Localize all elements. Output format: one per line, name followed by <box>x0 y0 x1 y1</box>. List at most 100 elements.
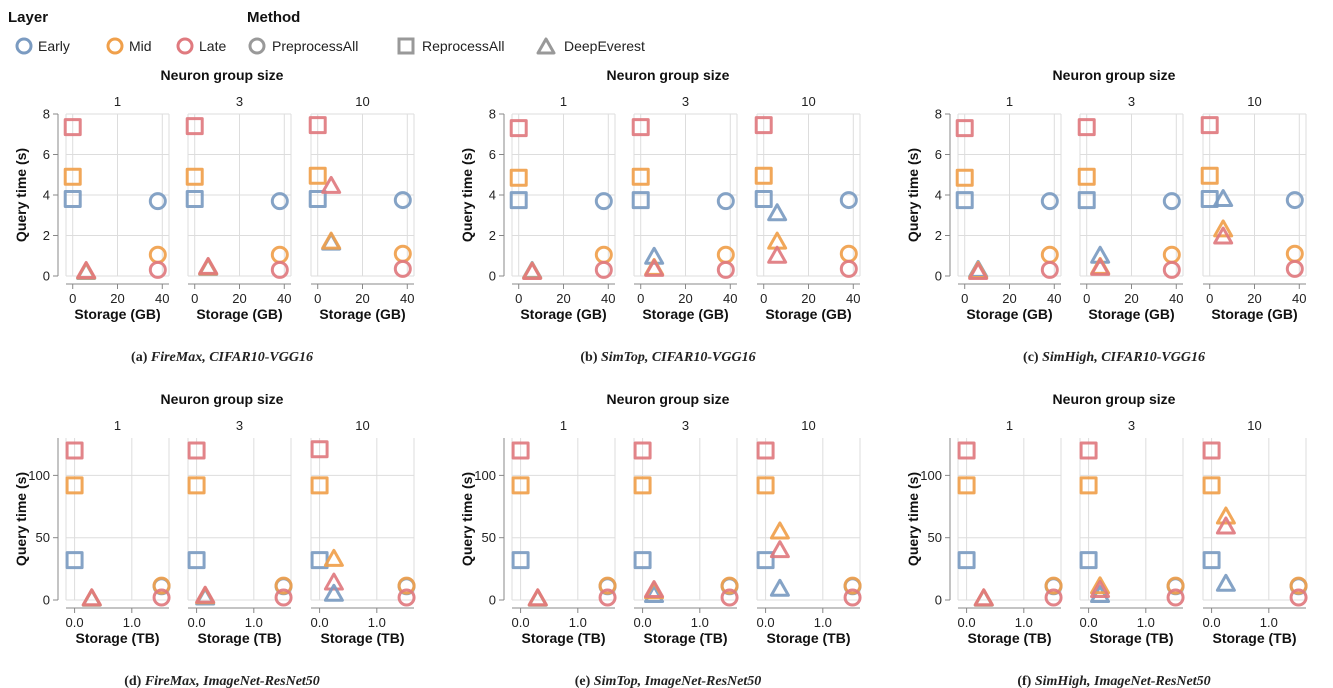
facet-label: 10 <box>801 94 815 109</box>
point-reprocessall-mid <box>65 476 84 495</box>
caption-prefix: (f) <box>1017 674 1035 688</box>
point-deepeverest-early <box>323 583 344 602</box>
legend-method-title: Method <box>247 9 300 26</box>
point-deepeverest-mid <box>1215 506 1236 525</box>
facet-title: Neuron group size <box>1053 67 1176 83</box>
point-reprocessall-early <box>633 551 652 570</box>
legend-item-reprocessall: ReprocessAll <box>397 37 504 55</box>
x-axis-title: Storage (TB) <box>767 630 851 646</box>
facet-label: 10 <box>1247 94 1261 109</box>
point-reprocessall-late <box>631 118 650 137</box>
y-tick-label: 100 <box>28 468 50 483</box>
x-axis-title: Storage (TB) <box>522 630 606 646</box>
point-deepeverest-late <box>644 580 665 599</box>
x-axis-title: Storage (GB) <box>642 306 728 322</box>
point-reprocessall-mid <box>187 476 206 495</box>
point-preprocessall-mid <box>598 576 617 595</box>
x-tick-label: 0.0 <box>512 615 530 630</box>
y-tick-label: 50 <box>928 530 942 545</box>
point-reprocessall-late <box>308 116 327 135</box>
point-preprocessall-late <box>270 260 289 279</box>
point-reprocessall-early <box>955 191 974 210</box>
point-deepeverest-late <box>81 588 102 607</box>
point-deepeverest-mid <box>769 521 790 540</box>
point-reprocessall-early <box>1077 191 1096 210</box>
y-tick-label: 50 <box>36 530 50 545</box>
x-tick-label: 1.0 <box>691 615 709 630</box>
x-tick-label: 40 <box>601 291 615 306</box>
point-reprocessall-early <box>631 191 650 210</box>
point-reprocessall-mid <box>756 476 775 495</box>
point-reprocessall-early <box>511 551 530 570</box>
point-reprocessall-late <box>754 116 773 135</box>
point-reprocessall-mid <box>185 167 204 186</box>
point-reprocessall-late <box>187 441 206 460</box>
y-tick-label: 2 <box>43 228 50 243</box>
point-preprocessall-late <box>397 588 416 607</box>
x-tick-label: 0.0 <box>66 615 84 630</box>
point-reprocessall-mid <box>955 168 974 187</box>
y-tick-label: 8 <box>489 107 496 122</box>
legend-item-early: Early <box>15 37 70 55</box>
point-preprocessall-mid <box>397 576 416 595</box>
point-deepeverest-late <box>522 261 543 280</box>
point-deepeverest-late <box>767 245 788 264</box>
facet-label: 1 <box>1006 94 1013 109</box>
point-reprocessall-mid <box>310 476 329 495</box>
point-reprocessall-mid <box>1202 476 1221 495</box>
x-tick-label: 40 <box>277 291 291 306</box>
y-tick-label: 2 <box>489 228 496 243</box>
point-reprocessall-mid <box>1077 167 1096 186</box>
x-axis-title: Storage (TB) <box>198 630 282 646</box>
point-reprocessall-mid <box>631 167 650 186</box>
legend-late-label: Late <box>199 38 226 54</box>
x-tick-label: 1.0 <box>814 615 832 630</box>
facet-title: Neuron group size <box>607 67 730 83</box>
facet-title: Neuron group size <box>1053 391 1176 407</box>
x-axis-title: Storage (GB) <box>520 306 606 322</box>
x-tick-label: 1.0 <box>569 615 587 630</box>
point-preprocessall-mid <box>1040 245 1059 264</box>
point-reprocessall-early <box>187 551 206 570</box>
x-tick-label: 1.0 <box>1015 615 1033 630</box>
x-tick-label: 0.0 <box>1203 615 1221 630</box>
point-deepeverest-late <box>527 588 548 607</box>
legend-circle-icon <box>248 37 266 55</box>
point-reprocessall-early <box>1079 551 1098 570</box>
point-preprocessall-late <box>720 588 739 607</box>
caption-prefix: (c) <box>1023 350 1042 365</box>
x-tick-label: 0.0 <box>634 615 652 630</box>
x-tick-label: 1.0 <box>245 615 263 630</box>
legend-preprocessall-label: PreprocessAll <box>272 38 358 54</box>
x-axis-title: Storage (GB) <box>1088 306 1174 322</box>
point-preprocessall-late <box>1289 588 1308 607</box>
y-tick-label: 6 <box>935 147 942 162</box>
facet-title: Neuron group size <box>607 391 730 407</box>
legend-square-icon <box>397 37 415 55</box>
caption-title: SimTop, CIFAR10-VGG16 <box>601 350 756 365</box>
x-axis-title: Storage (TB) <box>1213 630 1297 646</box>
x-axis-title: Storage (TB) <box>1090 630 1174 646</box>
point-preprocessall-mid <box>1044 576 1063 595</box>
x-tick-label: 40 <box>155 291 169 306</box>
point-reprocessall-mid <box>754 166 773 185</box>
caption-title: SimTop, ImageNet-ResNet50 <box>594 674 761 688</box>
point-preprocessall-mid <box>393 244 412 263</box>
point-preprocessall-mid <box>1285 244 1304 263</box>
legend-item-late: Late <box>176 37 226 55</box>
facet-label: 3 <box>682 94 689 109</box>
point-reprocessall-early <box>308 190 327 209</box>
x-tick-label: 1.0 <box>1137 615 1155 630</box>
point-preprocessall-mid <box>1162 245 1181 264</box>
caption-prefix: (d) <box>124 674 145 688</box>
facet-label: 10 <box>1247 418 1261 433</box>
point-reprocessall-late <box>185 117 204 136</box>
y-tick-label: 50 <box>482 530 496 545</box>
point-preprocessall-late <box>843 588 862 607</box>
y-axis-title: Query time (s) <box>459 472 475 566</box>
